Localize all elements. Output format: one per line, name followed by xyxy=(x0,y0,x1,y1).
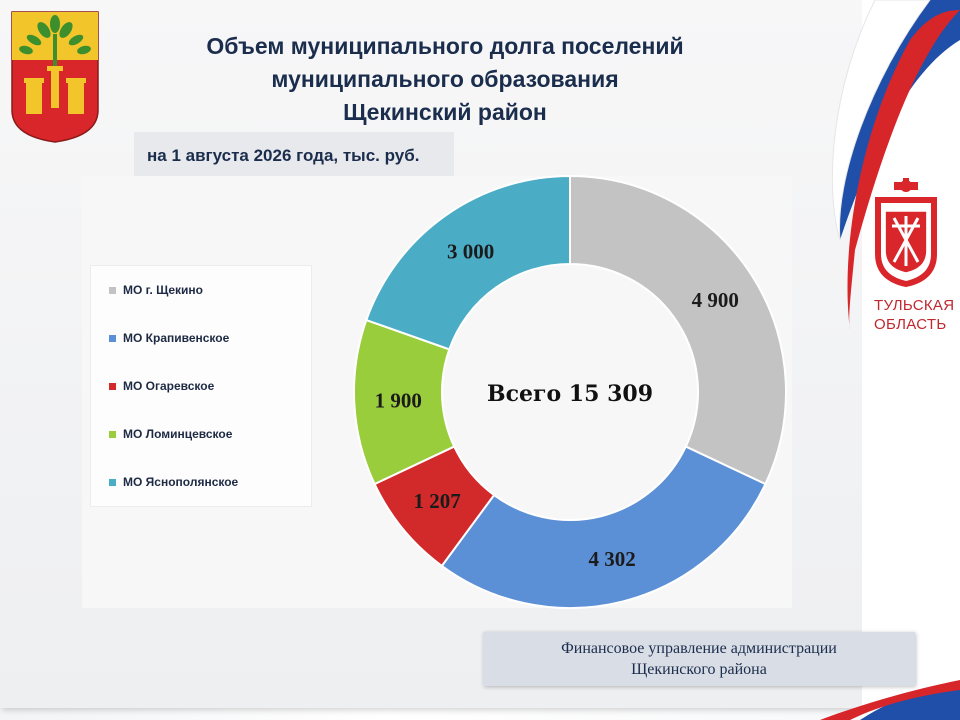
flag-ribbon xyxy=(820,0,960,720)
data-label-3: 1 207 xyxy=(413,489,460,513)
footer-line-1: Финансовое управление администрации xyxy=(561,640,837,657)
date-banner xyxy=(134,132,454,176)
legend-swatch-3 xyxy=(109,382,116,390)
title-line-3: Щекинский район xyxy=(343,99,547,125)
data-label-2: 4 302 xyxy=(589,547,636,571)
donut-center-total: Всего 15 309 xyxy=(487,381,653,407)
legend-item-2: МО Крапивенское xyxy=(109,330,229,346)
region-label-line-2: ОБЛАСТЬ xyxy=(874,316,947,333)
title-line-2: муниципального образования xyxy=(271,66,619,92)
legend-label-5: МО Яснополянское xyxy=(123,475,239,489)
legend-label-2: МО Крапивенское xyxy=(123,331,230,345)
legend-label-3: МО Огаревское xyxy=(123,379,215,393)
legend-item-4: МО Ломинцевское xyxy=(109,426,232,442)
page-title: Объем муниципального долга поселений мун… xyxy=(120,30,770,129)
tula-coat-of-arms-icon xyxy=(875,178,937,288)
legend-item-3: МО Огаревское xyxy=(109,378,214,394)
donut-slice-5 xyxy=(365,174,571,351)
legend-swatch-5 xyxy=(109,478,116,486)
legend-swatch-1 xyxy=(109,286,116,294)
region-label: ТУЛЬСКАЯ ОБЛАСТЬ xyxy=(874,296,954,334)
legend-swatch-2 xyxy=(109,334,116,342)
legend-item-5: МО Яснополянское xyxy=(109,474,238,490)
footer-text: Финансовое управление администрации Щеки… xyxy=(483,638,915,680)
footer-line-2: Щекинского района xyxy=(631,661,767,678)
date-label: на 1 августа 2026 года, тыс. руб. xyxy=(147,146,420,165)
footer-box xyxy=(483,632,915,686)
data-label-5: 3 000 xyxy=(447,240,494,264)
chart-legend: МО г. Щекино МО Крапивенское МО Огаревское… xyxy=(90,265,312,507)
legend-label-4: МО Ломинцевское xyxy=(123,427,233,441)
legend-label-1: МО г. Щекино xyxy=(123,283,203,297)
donut-slice-2 xyxy=(440,445,767,609)
data-label-1: 4 900 xyxy=(692,288,739,312)
schekino-coat-of-arms-icon xyxy=(11,11,99,143)
data-label-4: 1 900 xyxy=(375,389,422,413)
donut-slice-1 xyxy=(569,174,787,486)
title-line-1: Объем муниципального долга поселений xyxy=(206,33,684,59)
region-label-line-1: ТУЛЬСКАЯ xyxy=(874,297,955,314)
legend-swatch-4 xyxy=(109,430,116,438)
legend-item-1: МО г. Щекино xyxy=(109,282,203,298)
